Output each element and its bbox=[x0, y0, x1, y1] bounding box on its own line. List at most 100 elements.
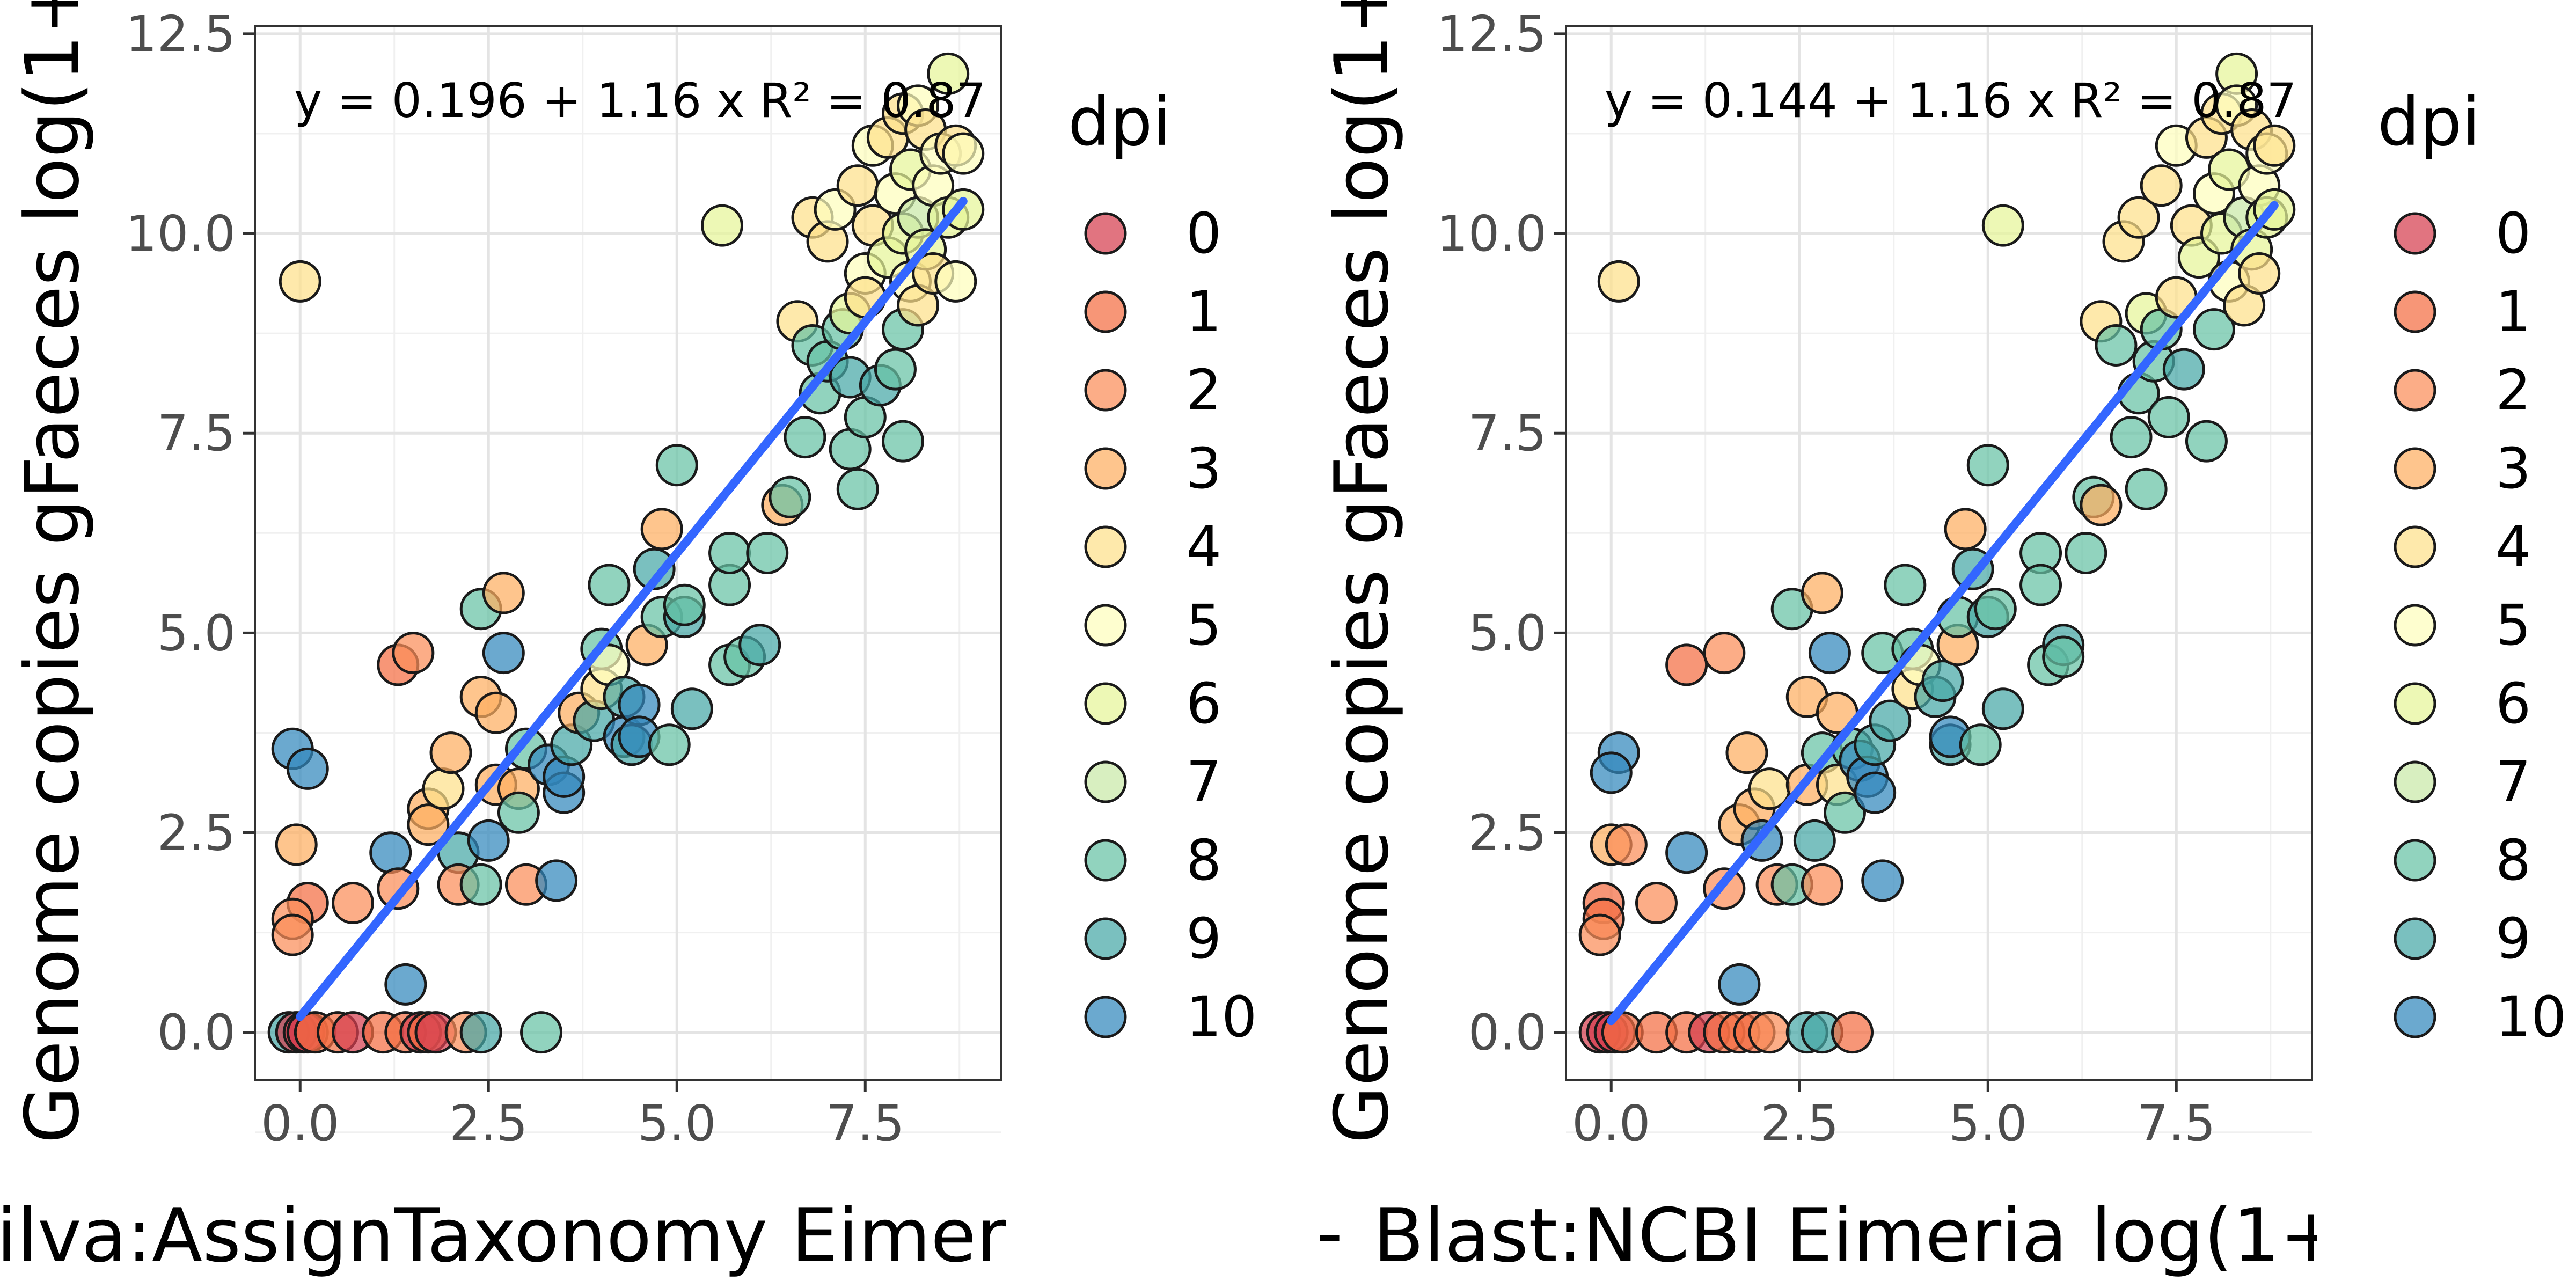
data-point bbox=[1966, 444, 2009, 487]
legend-title: dpi bbox=[1068, 84, 1171, 161]
legend-key bbox=[2394, 682, 2436, 725]
data-point bbox=[640, 508, 683, 551]
legend-key bbox=[2394, 212, 2436, 255]
data-point bbox=[497, 791, 540, 834]
data-point bbox=[1801, 572, 1843, 614]
legend-label: 2 bbox=[2496, 357, 2531, 423]
legend-label: 1 bbox=[1186, 279, 1221, 345]
legend-label: 4 bbox=[2496, 514, 2531, 580]
data-point bbox=[2042, 635, 2085, 678]
data-point bbox=[1854, 771, 1897, 814]
panel-1-clip-mask bbox=[1006, 0, 1036, 1288]
y-tick-label: 0.0 bbox=[157, 1004, 236, 1062]
legend-label: 4 bbox=[1186, 514, 1221, 580]
panel-1-border bbox=[254, 25, 1002, 1081]
data-point bbox=[1974, 588, 2017, 631]
data-point bbox=[459, 1011, 502, 1054]
legend-key bbox=[2394, 604, 2436, 647]
data-point bbox=[271, 913, 314, 956]
data-point bbox=[332, 882, 375, 925]
panel-2-x-axis-title: Blast:NCBI Eimeria log(1+) bbox=[1373, 1192, 2371, 1279]
data-point bbox=[1861, 859, 1904, 902]
y-tick-label: 2.5 bbox=[157, 804, 236, 862]
x-tick-label: 0.0 bbox=[1572, 1095, 1650, 1152]
legend-title: dpi bbox=[2377, 84, 2480, 161]
data-point bbox=[1944, 508, 1987, 551]
data-point bbox=[286, 747, 329, 790]
data-point bbox=[474, 691, 517, 734]
legend-label: 10 bbox=[2496, 984, 2566, 1050]
data-point bbox=[2080, 484, 2123, 526]
data-point bbox=[407, 803, 450, 846]
data-point bbox=[2147, 396, 2190, 438]
legend-key bbox=[2394, 996, 2436, 1038]
y-tick-label: 10.0 bbox=[1437, 205, 1547, 262]
legend-key bbox=[2394, 917, 2436, 960]
panel-2-legend-background bbox=[2347, 0, 2576, 1288]
panel-2-regression-line bbox=[1607, 201, 2279, 1026]
y-tick-label: 7.5 bbox=[157, 405, 236, 462]
legend-label: 1 bbox=[2496, 279, 2531, 345]
data-point bbox=[670, 687, 713, 730]
data-point bbox=[836, 164, 879, 207]
legend-key bbox=[2394, 525, 2436, 568]
legend-key bbox=[2394, 369, 2436, 412]
data-point bbox=[2192, 308, 2235, 351]
panel-2-border bbox=[1565, 25, 2313, 1081]
data-point bbox=[701, 204, 744, 247]
data-point bbox=[708, 532, 751, 574]
data-point bbox=[942, 132, 985, 175]
data-point bbox=[1981, 687, 2024, 730]
data-point bbox=[927, 52, 970, 95]
data-point bbox=[279, 260, 321, 303]
y-tick-label: 12.5 bbox=[126, 5, 236, 63]
legend-key bbox=[2394, 839, 2436, 882]
panel-1-y-axis: 0.0 2.5 5.0 7.5 10.0 12.5 bbox=[126, 5, 255, 1062]
data-point bbox=[2238, 252, 2281, 295]
data-point bbox=[2125, 467, 2168, 510]
data-point bbox=[1635, 882, 1678, 925]
data-point bbox=[520, 1011, 563, 1054]
data-point bbox=[2095, 324, 2138, 367]
legend-key bbox=[2394, 447, 2436, 490]
panel-2-grid bbox=[1566, 26, 2312, 1133]
legend-key bbox=[2394, 290, 2436, 333]
legend-key bbox=[1084, 447, 1127, 490]
panel-2-x-axis: 0.0 2.5 5.0 7.5 bbox=[1572, 1080, 2215, 1152]
data-point bbox=[2019, 564, 2062, 606]
legend-key bbox=[1084, 996, 1127, 1038]
data-point bbox=[1590, 751, 1633, 794]
data-point bbox=[275, 823, 318, 866]
panel-1-regression-line bbox=[296, 196, 968, 1021]
legend-key bbox=[1084, 839, 1127, 882]
panel-1-legend-background bbox=[1036, 0, 1320, 1288]
data-point bbox=[881, 420, 924, 463]
x-tick-label: 5.0 bbox=[1949, 1095, 2027, 1152]
legend-key bbox=[2394, 760, 2436, 803]
data-point bbox=[836, 467, 879, 510]
panel-2-clip-mask bbox=[2317, 0, 2347, 1288]
data-point bbox=[422, 767, 465, 810]
data-point bbox=[1718, 963, 1761, 1006]
data-point bbox=[1665, 831, 1708, 874]
data-point bbox=[1748, 1011, 1791, 1054]
y-tick-label: 7.5 bbox=[1468, 405, 1547, 462]
data-point bbox=[2162, 348, 2205, 391]
data-point bbox=[784, 416, 826, 459]
legend-label: 9 bbox=[1186, 906, 1221, 971]
data-point bbox=[1959, 723, 2002, 766]
data-point bbox=[482, 632, 525, 675]
data-point bbox=[1725, 731, 1768, 774]
x-tick-label: 2.5 bbox=[449, 1095, 528, 1152]
legend-key bbox=[1084, 212, 1127, 255]
data-point bbox=[1801, 863, 1843, 906]
data-point bbox=[459, 863, 502, 906]
legend-label: 3 bbox=[1186, 436, 1221, 501]
data-point bbox=[1578, 913, 1621, 956]
x-tick-label: 7.5 bbox=[2137, 1095, 2215, 1152]
legend-label: 10 bbox=[1186, 984, 1257, 1050]
data-point bbox=[535, 859, 578, 902]
panel-2-y-axis: 0.0 2.5 5.0 7.5 10.0 12.5 bbox=[1437, 5, 1566, 1062]
